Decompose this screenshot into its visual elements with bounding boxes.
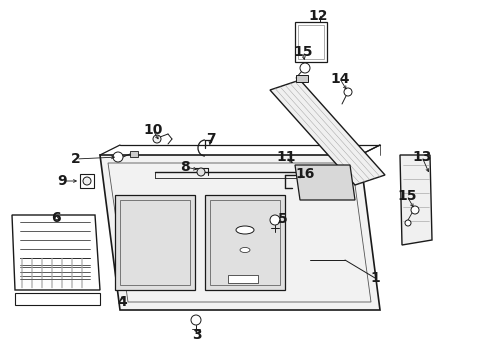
Bar: [297, 25, 324, 59]
Text: 15: 15: [396, 189, 416, 203]
Polygon shape: [115, 195, 195, 290]
Text: 12: 12: [307, 9, 327, 23]
Text: 13: 13: [411, 150, 431, 164]
Text: 2: 2: [71, 152, 81, 166]
Circle shape: [404, 220, 410, 226]
Bar: [227, 275, 258, 283]
Text: 7: 7: [206, 132, 215, 146]
Text: 3: 3: [192, 328, 202, 342]
Text: 4: 4: [117, 295, 126, 309]
Bar: [80, 174, 94, 188]
Circle shape: [83, 177, 91, 185]
Polygon shape: [295, 75, 307, 82]
Ellipse shape: [236, 226, 253, 234]
Text: 9: 9: [57, 174, 67, 188]
Circle shape: [191, 315, 201, 325]
Ellipse shape: [240, 248, 249, 252]
Circle shape: [269, 215, 280, 225]
Text: 6: 6: [51, 211, 61, 225]
Polygon shape: [15, 293, 100, 305]
Polygon shape: [294, 165, 354, 200]
Polygon shape: [399, 155, 431, 245]
Polygon shape: [269, 80, 384, 185]
Text: 16: 16: [295, 167, 314, 181]
Text: 15: 15: [293, 45, 312, 59]
Polygon shape: [204, 195, 285, 290]
Text: 5: 5: [278, 212, 287, 226]
Bar: [294, 22, 326, 62]
Circle shape: [197, 168, 204, 176]
Text: 14: 14: [329, 72, 349, 86]
Text: 8: 8: [180, 160, 189, 174]
Circle shape: [410, 206, 418, 214]
Polygon shape: [12, 215, 100, 290]
Circle shape: [343, 88, 351, 96]
Text: 11: 11: [276, 150, 295, 164]
Text: 1: 1: [369, 271, 379, 285]
Bar: [130, 151, 138, 157]
Polygon shape: [100, 155, 379, 310]
Text: 10: 10: [143, 123, 163, 137]
Circle shape: [113, 152, 123, 162]
Circle shape: [153, 135, 161, 143]
Circle shape: [299, 63, 309, 73]
